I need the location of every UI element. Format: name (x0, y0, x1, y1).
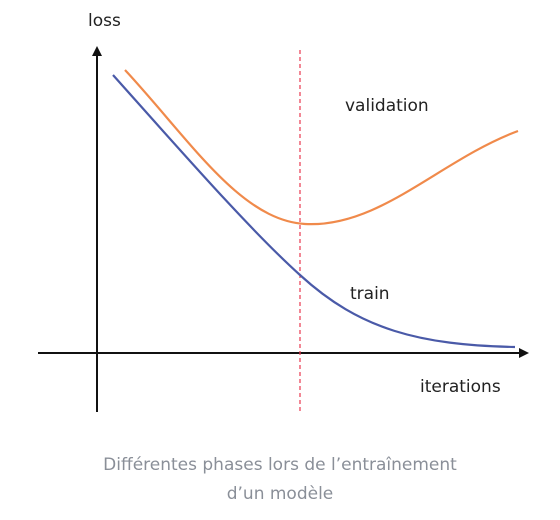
y-axis-label: loss (88, 11, 121, 31)
caption-line: Différentes phases lors de l’entraînemen… (103, 455, 457, 475)
validation-curve (124, 69, 519, 226)
x-axis-label: iterations (420, 377, 501, 397)
validation-label: validation (345, 96, 429, 116)
train-curve (112, 74, 516, 349)
caption-line: d’un modèle (227, 484, 334, 504)
train-label: train (350, 284, 390, 304)
